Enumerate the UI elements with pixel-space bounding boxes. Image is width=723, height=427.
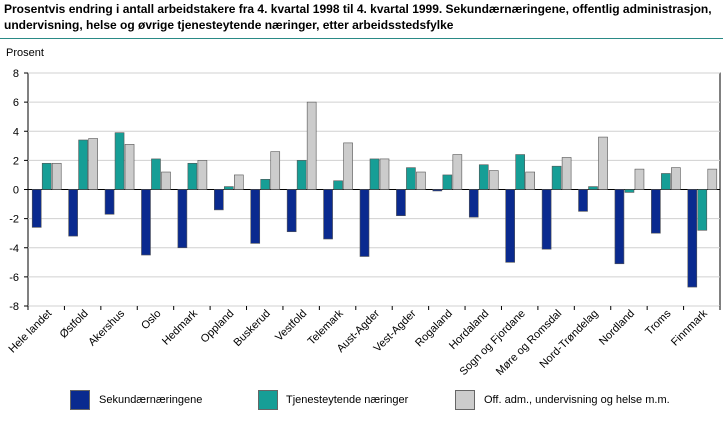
bar-tjenesteytende-næringer-17 [661, 173, 671, 190]
legend-label-off-adm: Off. adm., undervisning og helse m.m. [484, 394, 670, 406]
bar-off-adm-undervisning-og-helse-m-m--3 [161, 171, 171, 190]
legend-label-sekundaer: Sekundærnæringene [99, 394, 203, 406]
bar-sekundærnæringene-2 [104, 189, 115, 215]
x-tick-label: Hele landet [6, 308, 54, 356]
bar-tjenesteytende-næringer-14 [551, 165, 562, 190]
bar-sekundærnæringene-3 [141, 189, 151, 256]
bar-tjenesteytende-næringer-16 [624, 189, 635, 193]
bar-sekundærnæringene-13 [505, 189, 515, 263]
bar-tjenesteytende-næringer-5 [224, 186, 234, 190]
bar-off-adm-undervisning-og-helse-m-m--11 [452, 154, 463, 190]
x-tick-label: Nordland [597, 308, 637, 348]
y-axis-label: Prosent [6, 47, 44, 59]
bar-tjenesteytende-næringer-7 [296, 160, 307, 190]
y-tick-label: 2 [13, 155, 19, 167]
bar-sekundærnæringene-18 [687, 189, 698, 288]
x-tick-label: Akershus [86, 307, 127, 348]
title-divider [0, 38, 723, 39]
bar-sekundærnæringene-8 [323, 189, 333, 240]
legend-swatch-tjenesteytende [258, 390, 278, 410]
bar-sekundærnæringene-1 [68, 189, 78, 237]
bar-off-adm-undervisning-og-helse-m-m--6 [270, 151, 281, 190]
x-tick-label: Sogn og Fjordane [457, 308, 527, 376]
bar-tjenesteytende-næringer-9 [369, 158, 380, 190]
bar-sekundærnæringene-10 [396, 189, 406, 217]
bar-off-adm-undervisning-og-helse-m-m--4 [197, 160, 208, 190]
bar-off-adm-undervisning-og-helse-m-m--13 [525, 171, 535, 190]
bar-tjenesteytende-næringer-3 [151, 158, 161, 190]
bar-tjenesteytende-næringer-15 [588, 186, 598, 190]
bar-off-adm-undervisning-og-helse-m-m--1 [88, 138, 98, 190]
bar-off-adm-undervisning-og-helse-m-m--15 [598, 136, 608, 190]
x-tick-label: Vestfold [273, 308, 309, 344]
x-tick-label: Oppland [199, 308, 237, 346]
bar-sekundærnæringene-7 [286, 189, 297, 233]
chart-title: Prosentvis endring i antall arbeidstaker… [4, 2, 712, 32]
bar-sekundærnæringene-16 [614, 189, 625, 265]
bar-off-adm-undervisning-og-helse-m-m--5 [234, 174, 244, 190]
bar-tjenesteytende-næringer-6 [260, 179, 271, 190]
y-tick-label: -6 [9, 272, 19, 284]
y-tick-label: 0 [13, 185, 19, 197]
bar-sekundærnæringene-17 [651, 189, 661, 234]
bar-off-adm-undervisning-og-helse-m-m--18 [707, 168, 718, 190]
x-tick-label: Østfold [58, 308, 91, 341]
x-tick-label: Buskerud [232, 308, 273, 349]
y-tick-label: 8 [13, 68, 19, 80]
bar-tjenesteytende-næringer-13 [515, 154, 525, 190]
bar-tjenesteytende-næringer-10 [406, 167, 416, 190]
legend-swatch-off-adm [455, 390, 475, 410]
legend-label-tjenesteytende: Tjenesteytende næringer [286, 394, 409, 406]
y-tick-label: -8 [9, 301, 19, 313]
bar-tjenesteytende-næringer-18 [697, 189, 708, 231]
bar-sekundærnæringene-4 [177, 189, 188, 249]
x-tick-label: Finnmark [669, 307, 710, 348]
bar-off-adm-undervisning-og-helse-m-m--9 [379, 158, 390, 190]
bar-tjenesteytende-næringer-0 [41, 162, 52, 190]
y-tick-label: -4 [9, 243, 19, 255]
bar-tjenesteytende-næringer-8 [333, 180, 343, 190]
x-tick-label: Møre og Romsdal [494, 308, 564, 376]
bar-off-adm-undervisning-og-helse-m-m--17 [671, 167, 681, 190]
bar-off-adm-undervisning-og-helse-m-m--8 [343, 142, 353, 190]
x-tick-label: Oslo [139, 308, 163, 332]
bar-sekundærnæringene-11 [432, 189, 443, 192]
bar-tjenesteytende-næringer-12 [478, 164, 489, 190]
y-tick-label: -2 [9, 214, 19, 226]
bar-off-adm-undervisning-og-helse-m-m--2 [124, 144, 135, 190]
y-tick-label: 4 [13, 126, 19, 138]
bar-sekundærnæringene-9 [359, 189, 370, 257]
bar-tjenesteytende-næringer-2 [114, 132, 125, 190]
legend: Sekundærnæringene Tjenesteytende næringe… [0, 376, 723, 427]
bar-sekundærnæringene-5 [214, 189, 224, 211]
bar-off-adm-undervisning-og-helse-m-m--16 [634, 168, 645, 190]
legend-swatch-sekundaer [70, 390, 90, 410]
x-tick-label: Troms [643, 307, 674, 338]
bar-sekundærnæringene-0 [31, 189, 42, 228]
bar-tjenesteytende-næringer-4 [187, 162, 198, 190]
bar-off-adm-undervisning-og-helse-m-m--14 [561, 157, 572, 190]
bar-sekundærnæringene-12 [468, 189, 479, 218]
bar-tjenesteytende-næringer-1 [78, 139, 88, 190]
y-tick-label: 6 [13, 97, 19, 109]
bar-sekundærnæringene-14 [541, 189, 552, 250]
bar-sekundærnæringene-15 [578, 189, 588, 212]
bar-off-adm-undervisning-og-helse-m-m--12 [488, 170, 499, 190]
bar-off-adm-undervisning-og-helse-m-m--7 [306, 101, 317, 190]
bar-sekundærnæringene-6 [250, 189, 261, 244]
x-tick-label: Hedmark [160, 307, 200, 347]
bar-off-adm-undervisning-og-helse-m-m--0 [51, 162, 62, 190]
bar-off-adm-undervisning-og-helse-m-m--10 [416, 171, 426, 190]
bar-tjenesteytende-næringer-11 [442, 174, 453, 190]
